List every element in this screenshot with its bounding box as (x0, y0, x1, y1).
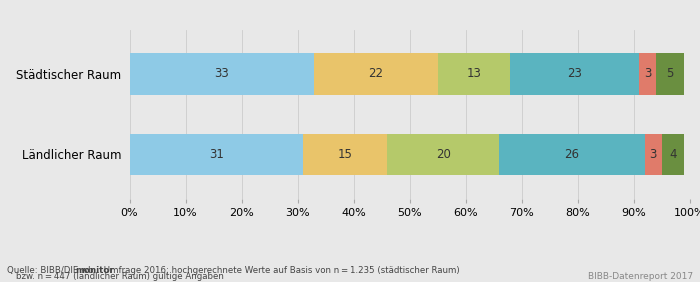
Bar (639, 53, 656, 95)
Text: 23: 23 (567, 67, 582, 80)
Bar (438, 53, 510, 95)
Bar (662, 134, 684, 175)
Text: 20: 20 (435, 148, 451, 161)
Bar (314, 53, 438, 95)
Text: 3: 3 (644, 67, 651, 80)
Text: 4: 4 (669, 148, 676, 161)
Text: 31: 31 (209, 148, 224, 161)
Bar (645, 134, 662, 175)
Bar (656, 53, 684, 95)
Text: bzw. n = 447 (ländlicher Raum) gültige Angaben: bzw. n = 447 (ländlicher Raum) gültige A… (16, 272, 224, 281)
Text: 13: 13 (466, 67, 482, 80)
Text: 33: 33 (214, 67, 230, 80)
Text: Quelle: BIBB/DIE wb: Quelle: BIBB/DIE wb (7, 266, 94, 275)
Text: 26: 26 (564, 148, 580, 161)
Text: 3: 3 (650, 148, 657, 161)
Text: 15: 15 (337, 148, 353, 161)
Text: BIBB-Datenreport 2017: BIBB-Datenreport 2017 (588, 272, 693, 281)
Bar (499, 134, 645, 175)
Text: Umfrage 2016; hochgerechnete Werte auf Basis von n = 1.235 (städtischer Raum): Umfrage 2016; hochgerechnete Werte auf B… (101, 266, 459, 275)
Text: monitor: monitor (76, 266, 114, 275)
Bar (130, 53, 314, 95)
Bar (303, 134, 387, 175)
Text: 22: 22 (368, 67, 384, 80)
Bar (130, 134, 303, 175)
Text: 5: 5 (666, 67, 673, 80)
Bar (387, 134, 499, 175)
Bar (510, 53, 639, 95)
